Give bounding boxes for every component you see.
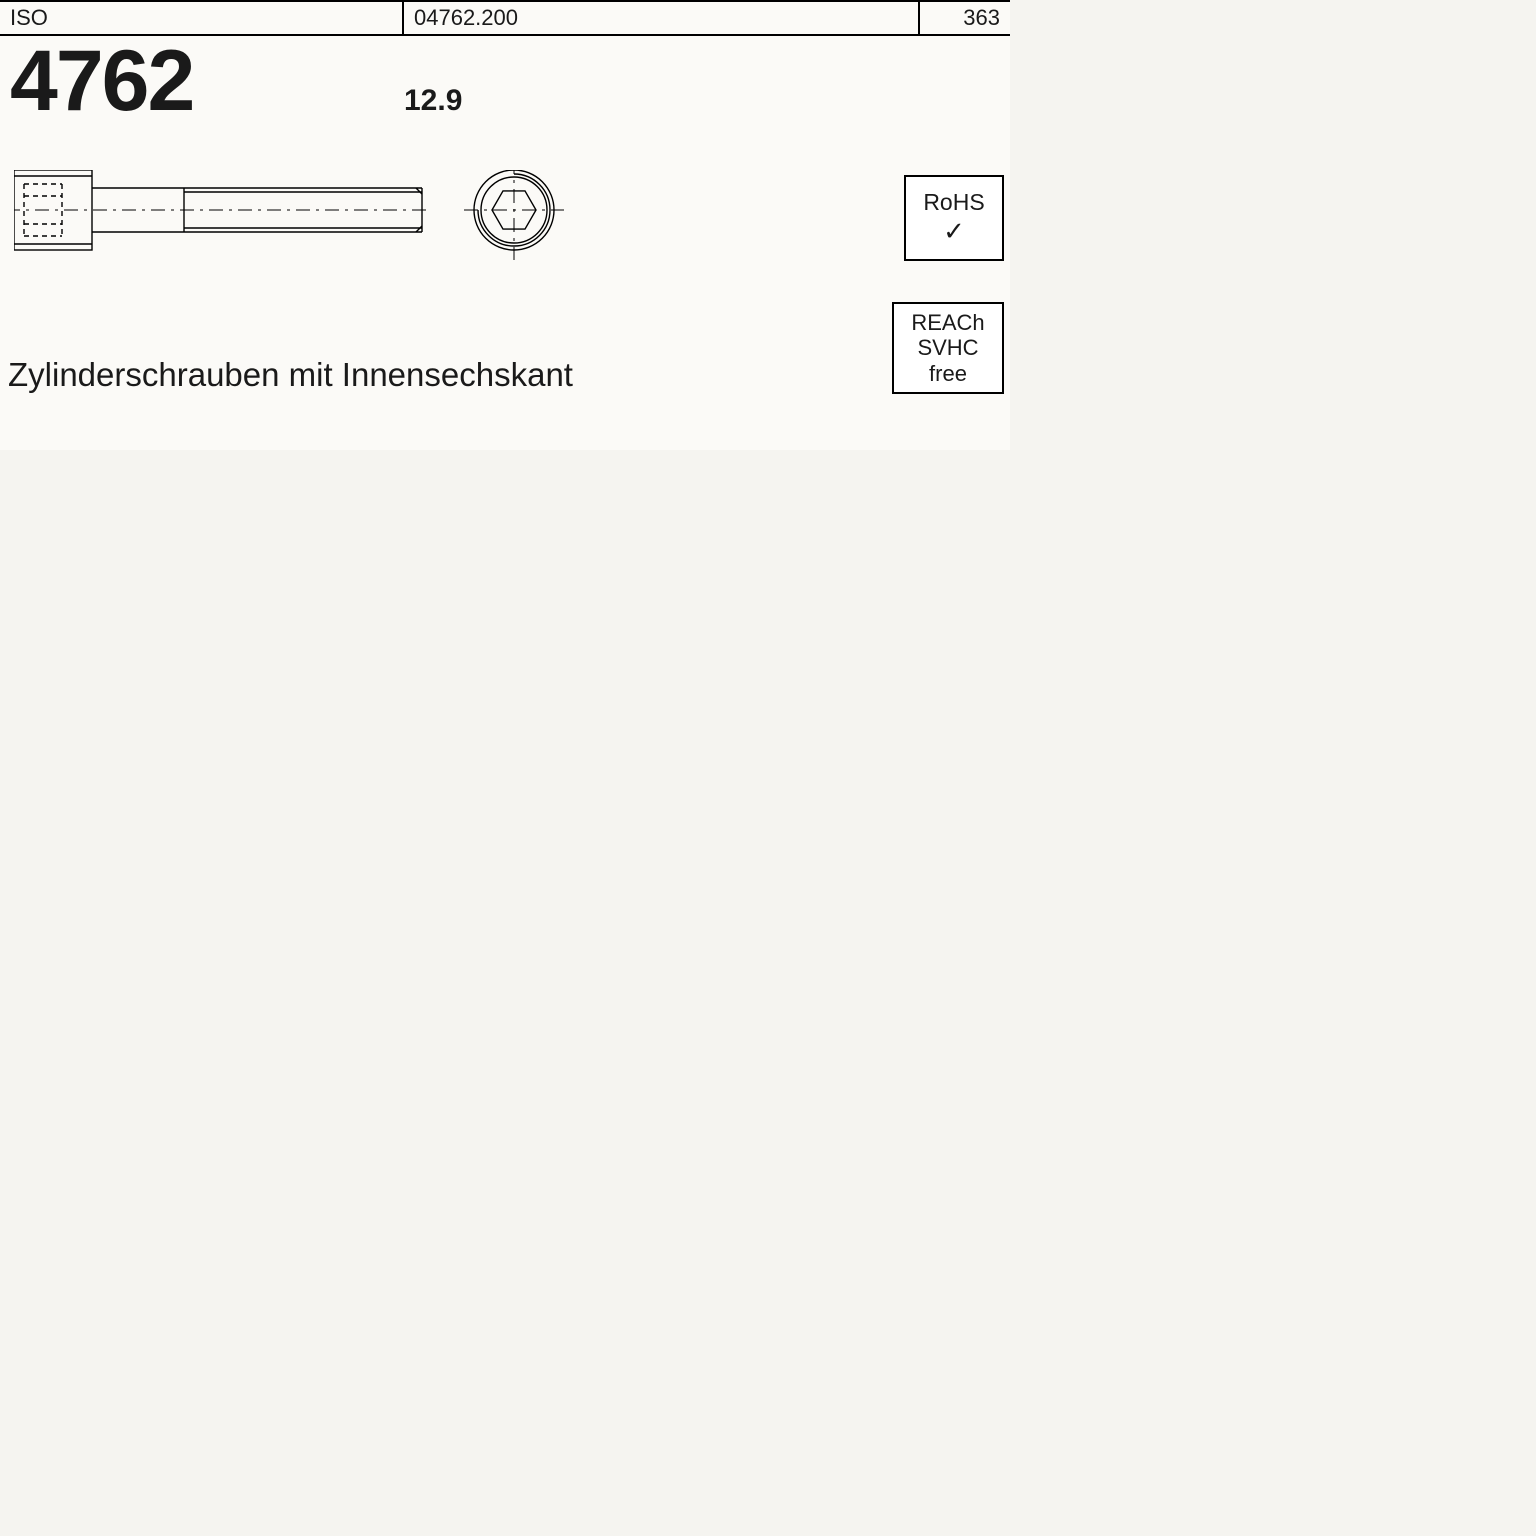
datasheet-card: ISO 04762.200 363 4762 12.9: [0, 0, 1010, 450]
rohs-badge: RoHS ✓: [904, 175, 1004, 261]
standard-label: ISO: [0, 2, 404, 34]
header-row: ISO 04762.200 363: [0, 0, 1010, 36]
standard-number: 4762: [10, 38, 404, 124]
check-icon: ✓: [943, 217, 965, 247]
reach-line2: SVHC: [917, 335, 978, 360]
title-row: 4762 12.9: [0, 36, 1010, 124]
reach-line1: REACh: [911, 310, 984, 335]
page-number: 363: [920, 2, 1010, 34]
technical-drawing: [14, 170, 574, 260]
product-description: Zylinderschrauben mit Innensechskant: [8, 356, 573, 394]
product-code: 04762.200: [404, 2, 920, 34]
strength-grade: 12.9: [404, 84, 462, 118]
reach-badge: REACh SVHC free: [892, 302, 1004, 394]
rohs-label: RoHS: [923, 189, 984, 215]
reach-line3: free: [929, 361, 967, 386]
